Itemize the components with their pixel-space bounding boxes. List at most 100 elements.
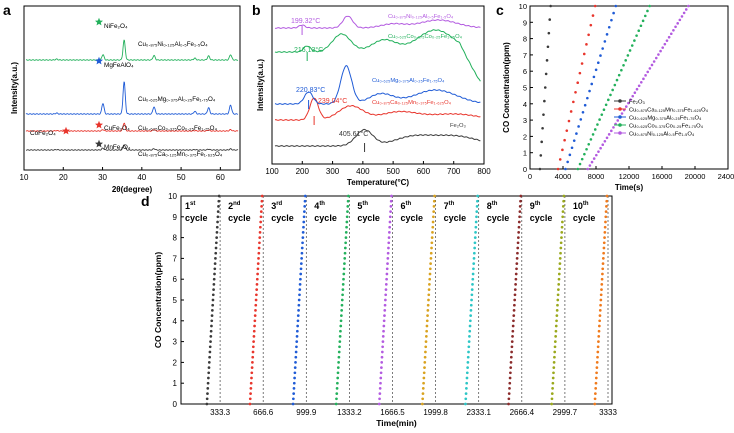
cycle-point xyxy=(208,350,212,354)
cycle-point xyxy=(389,199,393,203)
cycle-point xyxy=(347,194,350,198)
cycle-point xyxy=(431,225,435,229)
cycle-point xyxy=(260,199,264,203)
cycle-point xyxy=(296,324,299,328)
cycle-point xyxy=(596,350,600,354)
cycle-point xyxy=(600,277,604,281)
cycle-point xyxy=(550,402,554,406)
tpr-series-4 xyxy=(274,15,481,29)
cycle-point xyxy=(561,215,565,219)
cycle-point xyxy=(475,215,478,219)
cycle-point xyxy=(336,381,339,385)
panel-c-xtick-label: 20000 xyxy=(685,172,706,181)
panel-a-frame xyxy=(23,5,241,171)
cycle-point xyxy=(217,194,221,198)
cycle-point xyxy=(207,366,211,369)
phase-star-icon xyxy=(95,56,103,65)
cycle-point xyxy=(216,220,219,224)
cycle-number: 9th xyxy=(530,201,541,211)
cycle-point xyxy=(598,319,602,323)
xrd-legend-label: Cu₀.₈₇₅Ca₀.₁₂₅Mn₀.₃₇₅Fe₁.₆₂₅O₄ xyxy=(138,151,223,158)
cycle-point xyxy=(552,371,555,375)
cycle-point xyxy=(298,288,302,291)
panel-a-ylabel: Intensity(a.u.) xyxy=(10,62,19,114)
cycle-point xyxy=(471,277,475,281)
cycle-point xyxy=(340,314,343,317)
cycle-series-9 xyxy=(593,194,609,406)
cycle-point xyxy=(210,319,214,323)
cycle-point xyxy=(426,303,430,307)
co-point xyxy=(667,35,671,39)
cycle-point xyxy=(557,277,561,281)
cycle-point xyxy=(553,340,557,343)
co-point xyxy=(549,4,552,8)
cycle-point xyxy=(381,340,385,343)
cycle-point xyxy=(345,225,348,229)
cycle-point xyxy=(385,267,389,271)
cycle-point xyxy=(553,350,557,354)
co-point xyxy=(609,93,612,97)
panel-c-ytick-label: 4 xyxy=(523,100,527,109)
cycle-point xyxy=(561,205,565,208)
cycle-point xyxy=(342,267,346,271)
cycle-point xyxy=(465,371,469,375)
co-point xyxy=(582,52,586,56)
co-point xyxy=(687,4,690,8)
cycle-point xyxy=(259,220,263,224)
cycle-point xyxy=(344,241,347,245)
cycle-sup: th xyxy=(362,201,368,207)
cycle-point xyxy=(259,210,263,213)
co-point xyxy=(661,46,665,49)
cycle-point xyxy=(429,262,432,265)
co-point xyxy=(586,96,589,100)
cycle-word: cycle xyxy=(444,213,467,223)
cycle-point xyxy=(431,231,434,234)
cycle-point xyxy=(251,350,255,354)
cycle-point xyxy=(469,303,473,307)
cycle-point xyxy=(603,231,607,234)
cycle-point xyxy=(510,345,514,349)
co-point xyxy=(576,167,580,171)
cycle-point xyxy=(291,402,295,406)
panel-b-xtick-label: 300 xyxy=(326,167,340,176)
co-point xyxy=(540,140,543,144)
cycle-point xyxy=(210,314,214,317)
co-point xyxy=(607,98,610,102)
cycle-series-4 xyxy=(377,194,393,406)
cycle-point xyxy=(603,225,607,229)
cycle-sup: th xyxy=(449,201,455,207)
cycle-point xyxy=(599,293,603,297)
co-point xyxy=(572,139,576,142)
cycle-series-8 xyxy=(550,194,566,406)
cycle-point xyxy=(378,397,381,401)
cycle-point xyxy=(301,241,304,245)
cycle-point xyxy=(379,381,382,385)
cycle-point xyxy=(380,350,384,354)
cycle-word: cycle xyxy=(185,213,208,223)
co-point xyxy=(593,4,597,8)
cycle-point xyxy=(471,272,475,276)
cycle-point xyxy=(383,303,387,307)
cycle-sup: st xyxy=(190,201,195,207)
cycle-point xyxy=(468,324,472,328)
tpr-series-label: Cu₀.₆₂₅Mg₀.₃₇₅Al₀.₂₅Fe₁.₇₅O₄ xyxy=(372,78,445,84)
co-point xyxy=(626,54,630,57)
panel-d-xtick-label: 1999.8 xyxy=(423,408,448,417)
legend-label: Cu₀.₈₇₅Ni₀.₁₂₅Al₀.₅Fe₁.₅O₄ xyxy=(629,132,695,138)
cycle-point xyxy=(346,205,350,208)
panel-d-ytick-label: 3 xyxy=(173,338,178,347)
cycle-point xyxy=(256,272,259,276)
cycle-point xyxy=(519,194,523,198)
cycle-point xyxy=(518,205,522,208)
co-point xyxy=(592,75,596,79)
cycle-point xyxy=(387,241,391,245)
cycle-point xyxy=(561,210,565,213)
cycle-point xyxy=(602,246,606,250)
legend-marker xyxy=(618,107,622,111)
cycle-point xyxy=(421,402,424,406)
co-point xyxy=(648,67,652,70)
cycle-number: 6th xyxy=(401,201,412,211)
co-point xyxy=(610,129,613,133)
cycle-number: 2nd xyxy=(228,201,241,211)
panel-d-xtick-label: 666.6 xyxy=(253,408,274,417)
